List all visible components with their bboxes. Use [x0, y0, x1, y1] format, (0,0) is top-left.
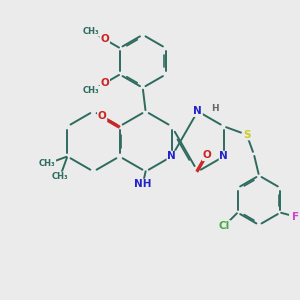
Text: Cl: Cl [219, 221, 230, 231]
Text: O: O [98, 111, 106, 121]
Text: O: O [100, 78, 109, 88]
Text: O: O [203, 150, 212, 161]
Text: N: N [194, 106, 202, 116]
Text: F: F [292, 212, 299, 222]
Text: NH: NH [134, 179, 152, 189]
Text: CH₃: CH₃ [39, 159, 56, 168]
Text: CH₃: CH₃ [52, 172, 68, 181]
Text: CH₃: CH₃ [83, 27, 100, 36]
Text: N: N [167, 152, 176, 161]
Text: N: N [219, 152, 228, 161]
Text: S: S [243, 130, 250, 140]
Text: CH₃: CH₃ [83, 86, 100, 95]
Text: H: H [211, 104, 218, 113]
Text: O: O [100, 34, 109, 44]
